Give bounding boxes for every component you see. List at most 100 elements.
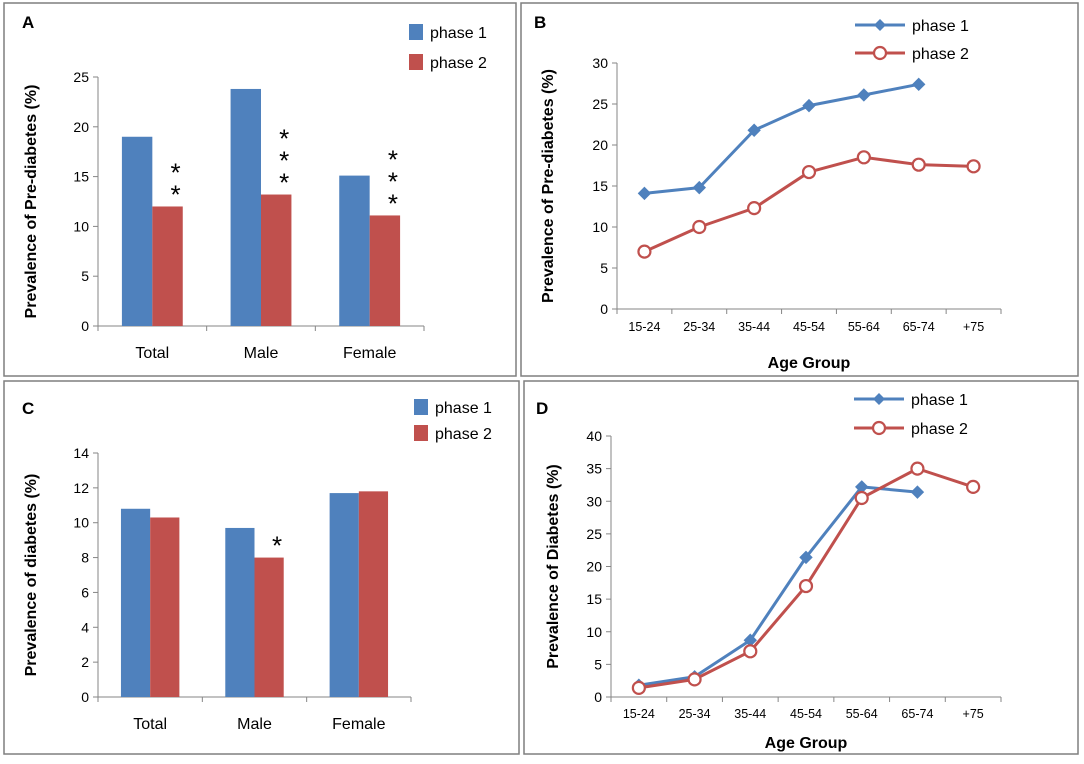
legend-swatch-phase2 xyxy=(414,425,428,441)
bar-phase2-total xyxy=(152,206,183,326)
x-tick-label: 25-34 xyxy=(683,320,715,334)
data-point-phase2 xyxy=(743,644,758,659)
x-tick-label: 35-44 xyxy=(734,707,766,721)
legend-swatch-phase2 xyxy=(409,54,423,70)
y-tick-label: 0 xyxy=(81,689,89,705)
x-tick-label: 15-24 xyxy=(628,320,660,334)
panel-d: D 0 5 10 15 20 25 30 35 40 Prevalence of Diabetes … xyxy=(523,380,1079,755)
legend-label: phase 1 xyxy=(435,400,492,417)
legend-marker-phase2 xyxy=(871,420,887,436)
x-tick-label: 45-54 xyxy=(793,320,825,334)
panel-letter: A xyxy=(22,13,34,32)
y-tick-label: 6 xyxy=(81,584,89,600)
data-point-phase1 xyxy=(857,88,871,102)
legend-swatch-phase1 xyxy=(409,24,423,40)
y-axis-title: Prevalence of Diabetes (%) xyxy=(545,464,562,669)
y-axis-title: Prevalence of diabetes (%) xyxy=(23,474,40,677)
data-point-phase1 xyxy=(802,98,816,113)
data-point-phase1 xyxy=(799,550,813,565)
significance-asterisk: * xyxy=(279,124,289,154)
bar-phase1-female xyxy=(339,175,370,326)
legend-label: phase 1 xyxy=(430,25,487,42)
panel-frame xyxy=(3,2,517,377)
y-tick-label: 15 xyxy=(592,178,608,194)
bar-phase1-female xyxy=(329,493,359,697)
y-tick-label: 10 xyxy=(73,515,89,531)
y-axis-title: Prevalence of Pre-diabetes (%) xyxy=(23,85,40,319)
data-point-phase2 xyxy=(801,164,817,180)
x-tick-label: 65-74 xyxy=(903,320,935,334)
panel-frame xyxy=(523,380,1079,755)
y-tick-label: 20 xyxy=(73,119,89,135)
data-point-phase1 xyxy=(637,186,652,201)
y-tick-label: 30 xyxy=(586,493,602,509)
y-tick-label: 10 xyxy=(586,624,602,640)
data-point-phase2 xyxy=(966,479,981,494)
x-tick-label: Female xyxy=(343,345,396,362)
bar-phase2-total xyxy=(150,517,180,697)
x-tick-label: +75 xyxy=(963,320,984,334)
significance-asterisk: * xyxy=(279,146,289,176)
y-tick-label: 25 xyxy=(586,526,602,542)
data-point-phase2 xyxy=(631,680,646,695)
x-tick-label: Female xyxy=(332,716,385,733)
x-tick-label: Total xyxy=(135,345,169,362)
bar-phase1-total xyxy=(121,136,153,326)
y-tick-label: 5 xyxy=(600,260,608,276)
y-tick-label: 40 xyxy=(586,428,602,444)
x-axis-title: Age Group xyxy=(765,735,848,752)
panel-frame xyxy=(3,380,520,755)
y-axis-title: Prevalence of Pre-diabetes (%) xyxy=(540,69,557,303)
panel-c: C 0 2 4 6 8 10 12 14 Prevalence of diabetes (%) To… xyxy=(3,380,520,755)
data-point-phase2 xyxy=(911,157,926,172)
data-point-phase2 xyxy=(798,578,814,594)
legend-marker-phase1 xyxy=(874,19,886,31)
data-point-phase2 xyxy=(856,150,871,165)
data-point-phase2 xyxy=(692,219,707,235)
significance-asterisk: * xyxy=(388,144,398,174)
legend-label: phase 2 xyxy=(430,55,487,72)
data-point-phase2 xyxy=(966,159,981,174)
series-line-phase2 xyxy=(638,467,974,690)
data-point-phase2 xyxy=(854,490,869,506)
x-tick-label: 25-34 xyxy=(679,707,711,721)
significance-asterisk: * xyxy=(170,157,180,187)
bar-phase1-male xyxy=(225,527,255,697)
y-tick-label: 2 xyxy=(81,654,89,670)
significance-asterisk: * xyxy=(170,179,180,209)
x-tick-label: 55-64 xyxy=(848,320,880,334)
legend-label: phase 2 xyxy=(912,46,969,63)
significance-asterisk: * xyxy=(272,531,282,561)
data-point-phase2 xyxy=(910,461,925,476)
x-tick-label: 65-74 xyxy=(901,707,933,721)
data-point-phase1 xyxy=(910,485,925,499)
y-tick-label: 0 xyxy=(594,689,602,705)
legend-label: phase 2 xyxy=(911,421,968,438)
bar-phase2-male xyxy=(261,194,292,326)
y-tick-label: 20 xyxy=(592,137,608,153)
x-tick-label: 45-54 xyxy=(790,707,822,721)
bar-phase2-female xyxy=(358,491,389,697)
y-tick-label: 5 xyxy=(81,268,89,284)
y-tick-label: 0 xyxy=(81,318,89,334)
y-tick-label: 30 xyxy=(592,55,608,71)
x-tick-label: Male xyxy=(244,345,279,362)
y-tick-label: 12 xyxy=(73,480,89,496)
panel-frame xyxy=(520,2,1079,377)
data-point-phase2 xyxy=(687,672,702,687)
legend-label: phase 2 xyxy=(435,426,492,443)
bar-phase2-female xyxy=(369,215,401,326)
bar-phase1-male xyxy=(230,88,261,327)
legend-swatch-phase1 xyxy=(414,399,428,415)
significance-asterisk: * xyxy=(279,168,289,198)
x-tick-label: 15-24 xyxy=(623,707,655,721)
significance-asterisk: * xyxy=(388,188,398,218)
y-tick-label: 14 xyxy=(73,445,89,461)
data-point-phase1 xyxy=(747,123,761,137)
series-line-phase1 xyxy=(644,82,920,195)
y-tick-label: 20 xyxy=(586,559,602,575)
panel-a: A 0 5 10 15 20 25 Prevalence of Pre-diabetes (%… xyxy=(3,2,517,377)
panel-b: B 0 5 10 15 20 25 30 Prevalence of Pre-diabetes … xyxy=(520,2,1079,377)
legend-label: phase 1 xyxy=(911,392,968,409)
